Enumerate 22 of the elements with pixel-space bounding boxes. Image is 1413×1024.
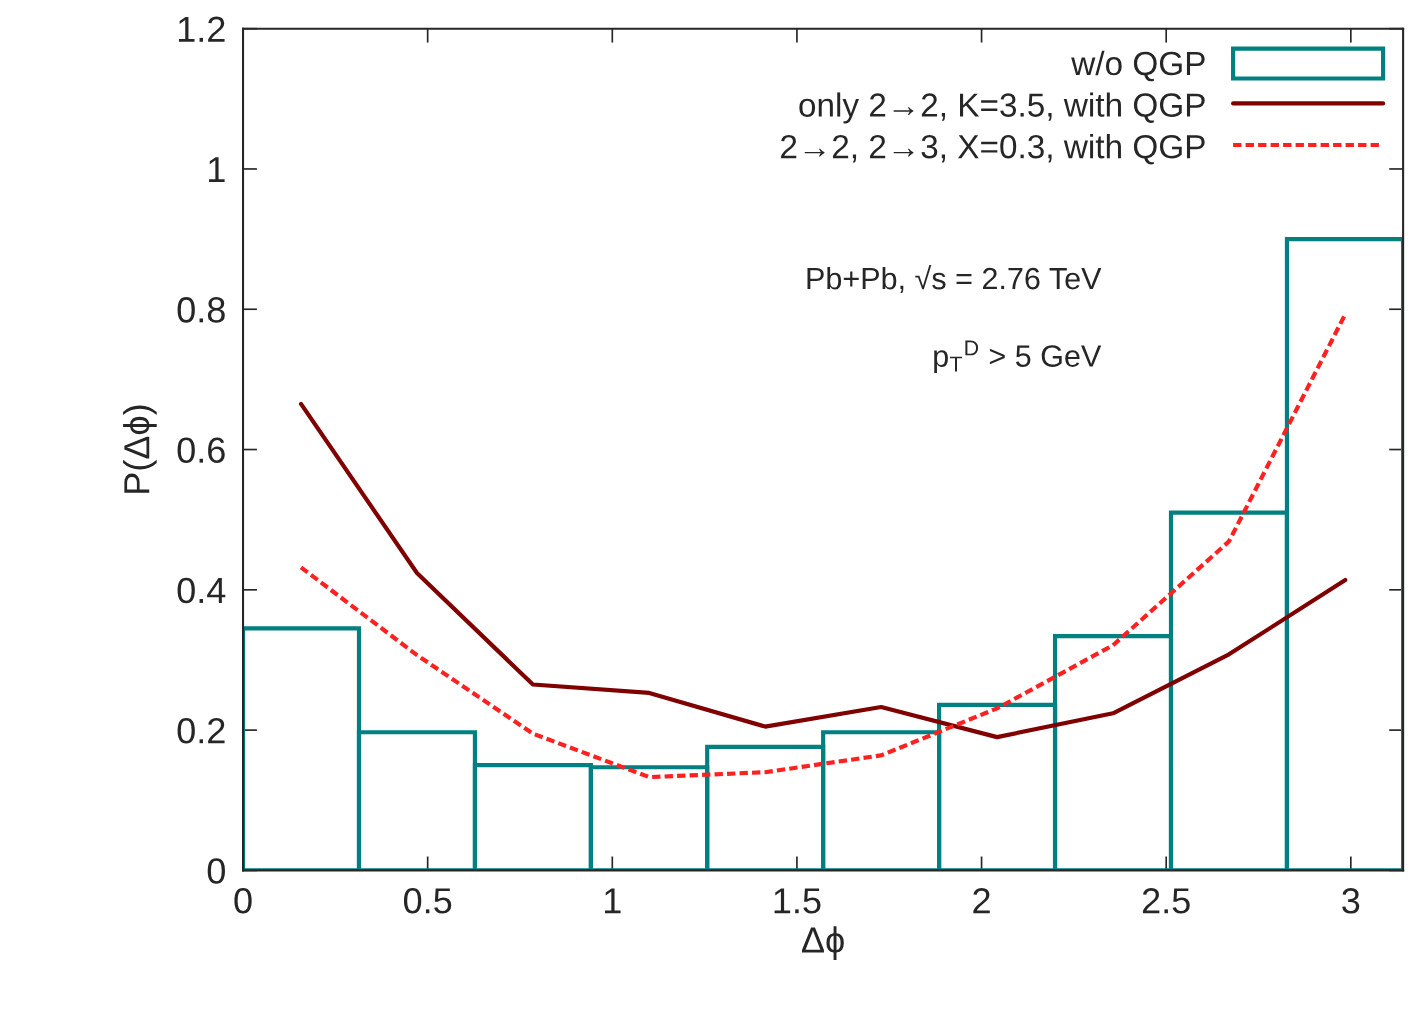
y-axis-title: P(Δϕ) [123,405,157,493]
legend-label: w/o QGP [1071,50,1205,82]
x-tick-label: 3 [1342,888,1360,914]
legend-label: 2→2, 2→3, X=0.3, with QGP [781,134,1205,165]
x-tick-label: 0.5 [403,888,452,914]
y-tick-label: 0 [207,858,225,884]
line-series [298,401,1348,740]
legend-label: only 2→2, K=3.5, with QGP [799,92,1205,124]
annotation: Pb+Pb, √s = 2.76 TeV [807,264,1102,293]
y-tick-label: 0.4 [177,577,226,604]
x-axis-title: Δϕ [801,926,844,960]
x-tick-label: 2.5 [1142,888,1190,914]
y-tick-label: 0.2 [177,717,225,744]
y-tick-label: 0.8 [177,297,225,323]
y-tick-label: 1 [209,157,225,183]
annotation: p$_{T}$$^{D}$ > 5 GeV [934,340,1102,373]
x-tick-label: 0 [234,888,252,914]
x-tick-label: 1 [605,888,621,914]
x-tick-label: 1.5 [774,888,821,914]
y-tick-label: 0.6 [177,437,225,463]
x-tick-label: 2 [973,888,990,914]
y-tick-label: 1.2 [178,16,225,42]
